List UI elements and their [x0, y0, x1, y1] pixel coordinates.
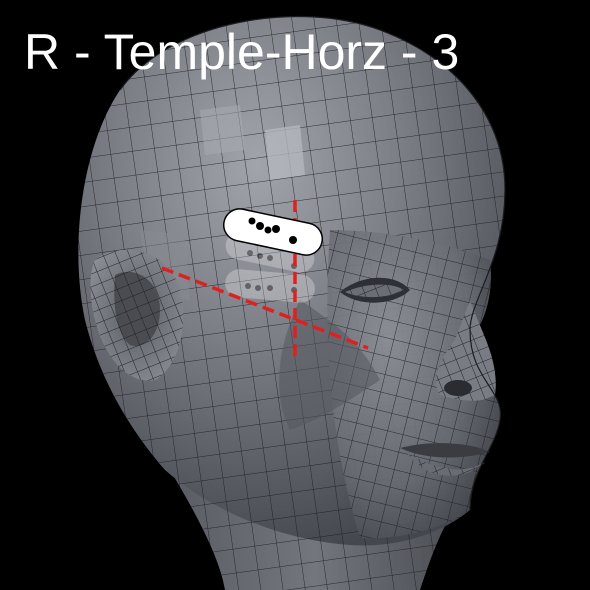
page-title: R - Temple-Horz - 3 [24, 22, 459, 82]
